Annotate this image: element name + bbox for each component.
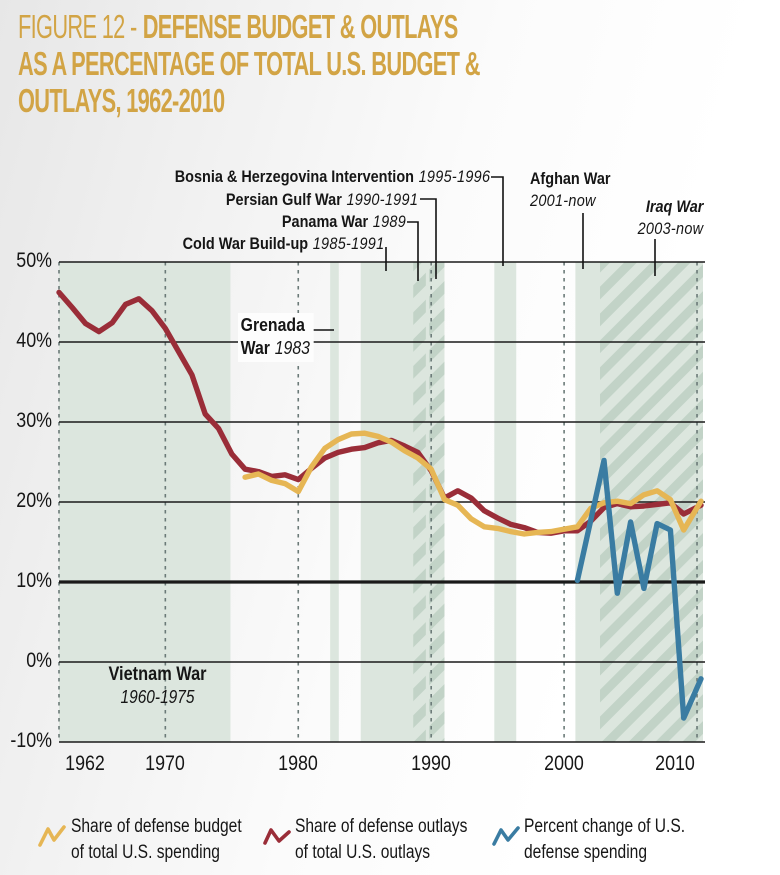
annotation-grenada-war-word: War: [240, 338, 270, 358]
y-tick-label-40: 40%: [16, 329, 52, 352]
title-line-2: AS A PERCENTAGE OF TOTAL U.S. BUDGET &: [18, 45, 480, 82]
leader-line-bosnia: [491, 176, 504, 266]
data-series-layer: [56, 289, 704, 721]
annotation-iraq-label: Iraq War: [645, 197, 703, 216]
annotation-cold-war-label: Cold War Build-up: [182, 234, 308, 253]
title-line-1-bold: DEFENSE BUDGET & OUTLAYS: [142, 8, 459, 45]
legend-item-percent-change-line2: defense spending: [524, 842, 648, 863]
x-tick-label-1962: 1962: [65, 752, 105, 775]
x-tick-label-2000: 2000: [544, 752, 584, 775]
legend-item-defense-budget: Share of defense budget of total U.S. sp…: [71, 814, 242, 866]
legend-red-line-icon: [263, 828, 291, 845]
x-tick-label-2010: 2010: [655, 752, 695, 775]
annotation-panama: Panama War 1989: [282, 211, 406, 233]
figure-number: FIGURE 12 -: [18, 8, 137, 45]
annotation-bosnia-years: 1995-1996: [418, 167, 490, 186]
annotation-grenada-line1: Grenada: [240, 315, 305, 335]
series-line-share-of-defense-budget-of-total-u-s-spending: [242, 430, 704, 537]
annotation-vietnam-years: 1960-1975: [120, 687, 195, 707]
y-tick-label--10: -10%: [10, 729, 52, 752]
annotation-vietnam-label: Vietnam War: [108, 664, 207, 685]
title-line-3: OUTLAYS, 1962-2010: [18, 82, 225, 119]
legend-item-defense-outlays-line2: of total U.S. outlays: [295, 842, 431, 863]
title-line-1: FIGURE 12 - DEFENSE BUDGET & OUTLAYS: [18, 8, 480, 45]
legend-blue-line-icon: [492, 826, 520, 846]
legend-item-defense-outlays: Share of defense outlays of total U.S. o…: [295, 814, 467, 866]
leader-line-persian-gulf: [420, 198, 437, 279]
annotation-cold-war-years: 1985-1991: [312, 234, 384, 253]
annotation-bosnia: Bosnia & Herzegovina Intervention 1995-19…: [174, 166, 490, 188]
annotation-panama-label: Panama War: [281, 212, 369, 231]
annotation-panama-years: 1989: [372, 212, 406, 231]
annotation-grenada-line2: War 1983: [241, 337, 310, 360]
annotation-iraq-years: 2003-now: [637, 219, 703, 238]
annotation-grenada: Grenada War 1983: [238, 313, 314, 362]
annotation-grenada-years: 1983: [274, 338, 310, 358]
annotation-afghan-label: Afghan War: [530, 169, 611, 188]
y-tick-label-0: 0%: [26, 649, 52, 672]
y-tick-label-50: 50%: [16, 249, 52, 272]
y-tick-label-10: 10%: [16, 569, 52, 592]
annotation-afghan: Afghan War 2001-now: [530, 168, 611, 212]
legend-gold-line-icon: [38, 825, 66, 847]
series-line-percent-change-of-u-s-defense-spending: [574, 457, 704, 721]
annotation-cold-war: Cold War Build-up 1985-1991: [182, 233, 384, 255]
annotation-leader-lines-layer: [313, 176, 656, 331]
legend-item-defense-outlays-line1: Share of defense outlays: [295, 816, 468, 837]
legend-item-defense-budget-line2: of total U.S. spending: [71, 842, 220, 863]
percent-gridlines-layer: [59, 261, 705, 743]
x-tick-label-1990: 1990: [411, 752, 452, 775]
annotation-iraq: Iraq War 2003-now: [637, 196, 703, 240]
x-tick-label-1980: 1980: [278, 752, 319, 775]
annotation-persian-gulf: Persian Gulf War 1990-1991: [226, 189, 418, 211]
annotation-vietnam: Vietnam War 1960-1975: [104, 664, 212, 708]
legend-item-defense-budget-line1: Share of defense budget: [71, 816, 242, 837]
annotation-persian-gulf-years: 1990-1991: [346, 190, 418, 209]
x-tick-label-1970: 1970: [145, 752, 186, 775]
legend-item-percent-change-line1: Percent change of U.S.: [524, 816, 686, 837]
y-tick-label-30: 30%: [16, 409, 52, 432]
annotation-persian-gulf-label: Persian Gulf War: [225, 190, 342, 209]
annotation-afghan-years: 2001-now: [530, 191, 596, 210]
leader-line-panama: [407, 221, 419, 281]
figure-title: FIGURE 12 - DEFENSE BUDGET & OUTLAYS AS A…: [18, 8, 480, 119]
annotation-bosnia-label: Bosnia & Herzegovina Intervention: [174, 167, 414, 186]
legend-item-percent-change: Percent change of U.S. defense spending: [524, 814, 685, 866]
y-tick-label-20: 20%: [16, 489, 52, 512]
